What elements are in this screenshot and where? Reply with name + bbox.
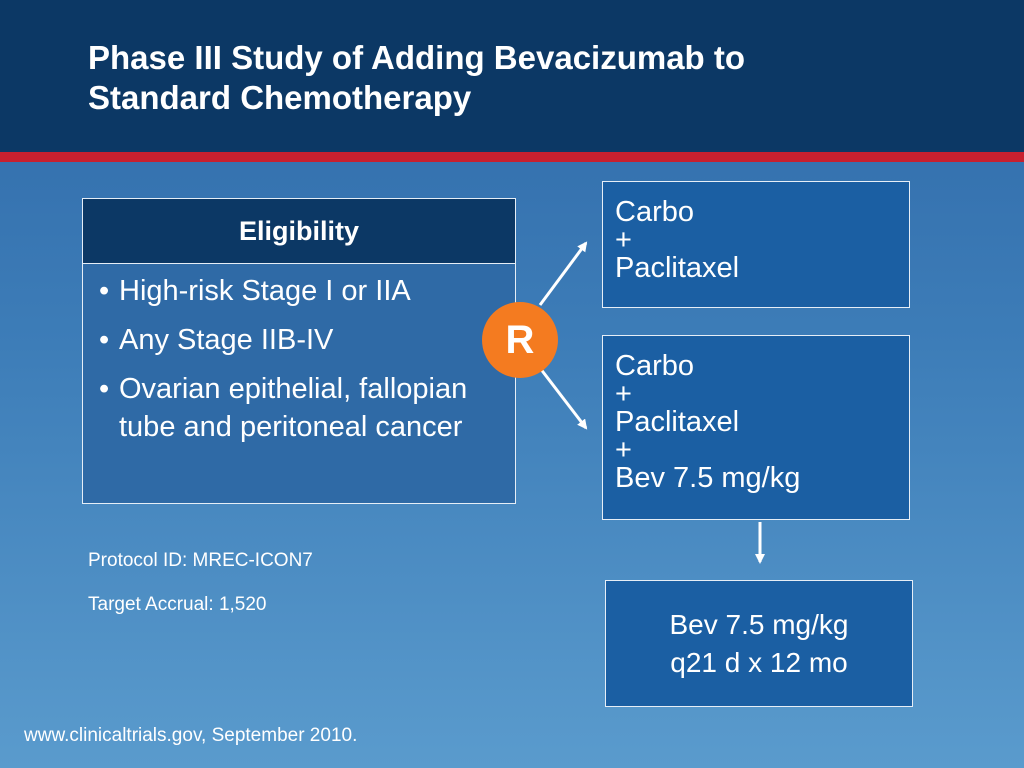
arrow-to-arm-1 [538,241,588,306]
arm-line: + [615,224,632,256]
maintenance-line-1: Bev 7.5 mg/kg [669,608,849,640]
target-accrual: Target Accrual: 1,520 [88,594,267,615]
bullet-marker: • [99,324,110,356]
randomization-circle: R [482,302,558,378]
bullet-marker: • [99,373,110,405]
eligibility-header: Eligibility [83,199,515,264]
eligibility-box: Eligibility • High-risk Stage I or IIA •… [82,198,516,504]
arm-line: Paclitaxel [615,406,740,438]
arm-line: Bev 7.5 mg/kg [615,462,801,494]
protocol-id: Protocol ID: MREC-ICON7 [88,550,313,571]
header-stripe [0,152,1024,162]
slide-title: Phase III Study of Adding Bevacizumab to… [88,38,968,118]
maintenance-box: Bev 7.5 mg/kg q21 d x 12 mo [605,580,913,707]
eligibility-item: • Ovarian epithelial, fallopian tube and… [83,370,515,446]
arrow-to-arm-2 [538,367,588,430]
eligibility-item-text: Any Stage IIB-IV [119,324,334,356]
arm-line: Carbo [615,196,694,228]
bullet-marker: • [99,275,110,307]
title-line-1: Phase III Study of Adding Bevacizumab to [88,39,746,76]
header-bar [0,0,1024,152]
arm-line: Carbo [615,350,694,382]
eligibility-item-text: Ovarian epithelial, fallopian tube and p… [119,373,468,443]
eligibility-list: • High-risk Stage I or IIA • Any Stage I… [83,264,515,446]
arm-line: + [615,378,632,410]
eligibility-item: • Any Stage IIB-IV [83,321,515,359]
arm-line: Paclitaxel [615,252,740,284]
treatment-arm-2: Carbo + Paclitaxel + Bev 7.5 mg/kg [602,335,910,520]
title-line-2: Standard Chemotherapy [88,79,472,116]
arm-line: + [615,434,632,466]
eligibility-item-text: High-risk Stage I or IIA [119,275,411,307]
maintenance-line-2: q21 d x 12 mo [670,646,848,678]
eligibility-item: • High-risk Stage I or IIA [83,272,515,310]
treatment-arm-1: Carbo + Paclitaxel [602,181,910,308]
source-citation: www.clinicaltrials.gov, September 2010. [24,725,358,746]
